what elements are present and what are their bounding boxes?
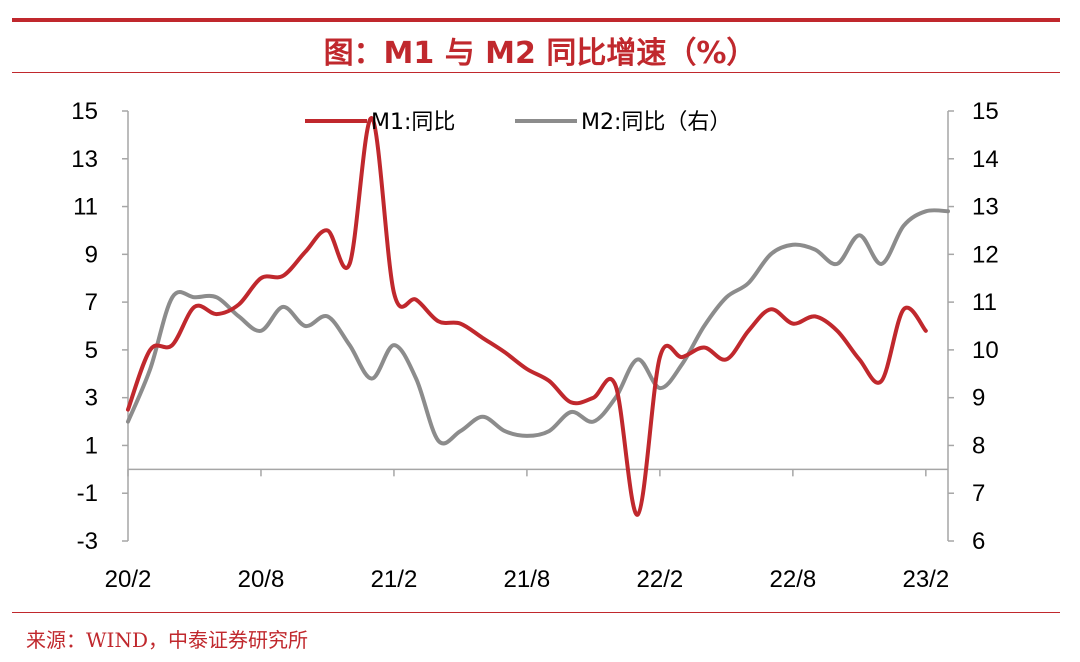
left-tick-label: 3: [85, 385, 98, 412]
right-tick-label: 7: [972, 480, 985, 507]
series-line-m1: [126, 116, 928, 517]
left-tick-label: 9: [85, 241, 98, 268]
right-tick-label: 11: [972, 289, 997, 316]
right-tick-label: 13: [972, 194, 999, 221]
x-tick-label: 21/2: [371, 566, 418, 593]
left-tick-label: 5: [85, 337, 98, 364]
chart-series: [126, 116, 950, 517]
source-note: 来源：WIND，中泰证券研究所: [26, 628, 308, 652]
right-tick-label: 12: [972, 241, 999, 268]
left-tick-label: -3: [77, 528, 98, 555]
left-tick-label: 1: [85, 432, 98, 459]
left-tick-label: 11: [73, 194, 98, 221]
x-tick-label: 22/8: [770, 566, 817, 593]
right-tick-label: 6: [972, 528, 985, 555]
left-tick-label: 15: [71, 98, 98, 125]
legend-m2-label: M2:同比（右）: [581, 110, 731, 135]
title-bottom-rule: [12, 72, 1060, 73]
footer-rule: [12, 612, 1060, 613]
chart-legend: M1:同比 M2:同比（右）: [305, 110, 731, 135]
right-tick-label: 10: [972, 337, 999, 364]
x-tick-label: 21/8: [504, 566, 551, 593]
right-tick-label: 8: [972, 432, 985, 459]
right-tick-label: 14: [972, 146, 999, 173]
title-top-rule: [12, 18, 1060, 22]
left-tick-label: -1: [77, 480, 98, 507]
chart-title: 图：M1 与 M2 同比增速（%）: [323, 36, 757, 71]
x-tick-label: 22/2: [637, 566, 684, 593]
x-tick-label: 20/8: [238, 566, 285, 593]
legend-m1-label: M1:同比: [371, 110, 455, 135]
left-tick-label: 7: [85, 289, 98, 316]
series-line-m2: [126, 208, 950, 446]
right-tick-label: 9: [972, 385, 985, 412]
x-tick-label: 20/2: [105, 566, 152, 593]
right-tick-label: 15: [972, 98, 999, 125]
x-tick-label: 23/2: [902, 566, 949, 593]
left-tick-label: 13: [71, 146, 98, 173]
